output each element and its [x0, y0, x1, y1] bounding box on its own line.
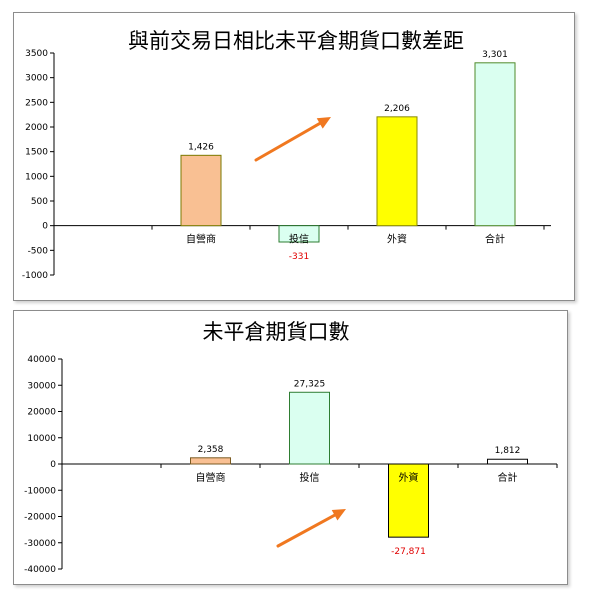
- category-label: 合計: [498, 471, 518, 484]
- bar: [190, 457, 231, 465]
- bar: [278, 225, 320, 243]
- data-label: 3,301: [482, 50, 508, 60]
- y-tick-label: 1000: [25, 172, 48, 182]
- bar: [388, 463, 429, 538]
- arrow-icon: [276, 509, 346, 548]
- y-tick-label: -30000: [24, 539, 56, 549]
- chart-panel-open-interest: 未平倉期貨口數 -40000 -30000 -20000 -10000 0 10000 20…: [13, 310, 568, 585]
- bar: [376, 116, 418, 227]
- arrow-shaft: [276, 513, 337, 548]
- y-tick-label: 0: [50, 460, 56, 470]
- data-label: -27,871: [391, 547, 426, 557]
- y-tick-label: 500: [31, 197, 48, 207]
- chart-title: 未平倉期貨口數: [203, 320, 350, 344]
- y-tick-label: -500: [28, 246, 49, 256]
- diff-chart-svg: 與前交易日相比未平倉期貨口數差距 -1000 -500 0 500 1000 1500 20…: [22, 29, 551, 281]
- data-label: 2,358: [198, 445, 224, 455]
- bar: [180, 154, 222, 227]
- y-tick-label: 2000: [25, 123, 48, 133]
- y-tick-label: 2500: [25, 98, 48, 108]
- category-label: 合計: [485, 233, 505, 246]
- chart-panel-diff: 與前交易日相比未平倉期貨口數差距 -1000 -500 0 500 1000 1500 20…: [13, 12, 575, 301]
- bar: [289, 391, 330, 465]
- y-tick-label: -1000: [22, 271, 48, 281]
- y-tick-label: 10000: [27, 434, 56, 444]
- data-label: 1,426: [188, 142, 214, 152]
- y-tick-label: 1500: [25, 148, 48, 158]
- data-label: 1,812: [495, 446, 521, 456]
- category-label: 外資: [399, 472, 419, 484]
- category-label: 自營商: [196, 471, 226, 484]
- y-tick-label: -10000: [24, 486, 56, 496]
- arrow-shaft: [254, 121, 322, 162]
- y-tick-label: 20000: [27, 408, 56, 418]
- arrow-head: [331, 509, 346, 521]
- open-interest-chart-svg: 未平倉期貨口數 -40000 -30000 -20000 -10000 0 10000 20…: [24, 320, 558, 575]
- y-tick-label: -20000: [24, 513, 56, 523]
- data-label: 27,325: [294, 379, 326, 389]
- y-tick-label: 30000: [27, 381, 56, 391]
- category-label: 外資: [387, 234, 407, 246]
- bar: [487, 458, 528, 465]
- category-label: 自營商: [186, 233, 216, 246]
- category-label: 投信: [300, 471, 320, 484]
- y-tick-label: 0: [42, 222, 48, 232]
- bar: [474, 62, 516, 227]
- data-label: 2,206: [384, 104, 410, 114]
- y-tick-label: 3000: [25, 74, 48, 84]
- y-tick-label: -40000: [24, 565, 56, 575]
- arrow-head: [316, 117, 331, 129]
- y-tick-label: 3500: [25, 49, 48, 59]
- arrow-icon: [254, 117, 331, 162]
- data-label: -331: [289, 252, 309, 262]
- y-tick-label: 40000: [27, 355, 56, 365]
- category-label: 投信: [289, 233, 309, 246]
- chart-title: 與前交易日相比未平倉期貨口數差距: [128, 29, 464, 53]
